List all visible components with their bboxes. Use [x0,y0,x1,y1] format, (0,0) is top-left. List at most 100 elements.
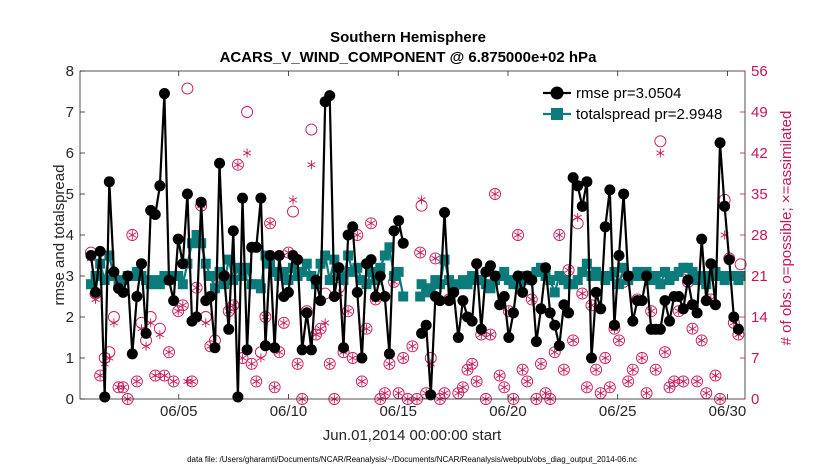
totalspread-marker [581,258,592,269]
rmse-marker [471,258,483,270]
obs-possible-marker [603,381,616,394]
totalspread-marker [370,275,381,286]
rmse-marker [282,286,294,298]
obs-assimilated-marker [578,289,587,299]
obs-assimilated-marker [536,359,546,369]
rmse-marker [122,270,134,282]
obs-assimilated-marker [670,376,679,386]
totalspread-marker [99,275,110,286]
rmse-marker [659,295,671,307]
rmse-marker [439,206,451,218]
obs-possible-marker [342,305,355,318]
rmse-marker [347,221,359,233]
totalspread-marker [186,238,197,249]
rmse-marker [342,229,354,241]
obs-assimilated-marker [380,388,389,398]
totalspread-marker [415,291,426,302]
obs-assimilated-marker [151,371,160,381]
obs-possible-marker [498,381,511,394]
rmse-marker [218,270,230,282]
rmse-marker [374,270,386,282]
rmse-marker [452,332,464,343]
obs-assimilated-marker [628,365,637,375]
obs-possible-marker [130,375,143,388]
obs-assimilated-marker [288,195,298,205]
rmse-marker [379,291,391,302]
obs-possible-marker [456,381,469,394]
rmse-marker [158,88,170,100]
rmse-marker [204,291,216,302]
obs-possible-marker [677,375,690,388]
rmse-marker [181,188,193,200]
obs-possible-marker [599,352,612,364]
obs-assimilated-marker [711,371,720,381]
obs-possible-marker [355,375,368,388]
legend-rmse-label: rmse pr=3.0504 [576,85,681,102]
totalspread-marker [306,271,317,281]
rmse-marker [714,137,726,149]
obs-possible-marker [470,375,483,388]
totalspread-marker [439,254,450,265]
rmse-marker [599,221,611,233]
obs-assimilated-marker [325,359,334,369]
obs-possible-marker [658,346,671,359]
totalspread-marker [196,238,207,249]
legend-rmse-marker [550,86,564,100]
x-tick-label: 06/15 [379,403,417,420]
rmse-marker [677,303,689,315]
obs-assimilated-marker [141,341,151,351]
x-tick-label: 06/10 [270,403,308,420]
rmse-marker [457,295,469,307]
rmse-marker [108,266,120,278]
totalspread-marker [650,271,661,281]
rmse-marker [654,323,666,335]
obs-possible-marker [112,381,125,394]
obs-assimilated-marker [399,353,408,363]
rmse-marker [214,157,226,169]
obs-assimilated-marker [316,324,325,334]
rmse-marker [420,319,432,331]
obs-assimilated-marker [265,218,275,228]
rmse-marker [301,307,313,319]
obs-possible-marker [622,375,635,388]
obs-assimilated-marker [523,376,532,386]
totalspread-marker [324,275,335,286]
obs-assimilated-marker [495,371,504,381]
obs-possible-marker [397,352,410,364]
obs-assimilated-marker [270,382,279,392]
rmse-marker [103,176,115,188]
obs-assimilated-marker [692,376,702,386]
rmse-marker [397,237,409,249]
obs-assimilated-marker [431,253,440,263]
rmse-marker [517,286,529,298]
rmse-marker [434,295,446,307]
obs-assimilated-marker [118,382,128,392]
totalspread-marker [191,230,202,240]
rmse-marker [691,307,703,319]
y-tick-label: 3 [66,268,74,285]
obs-possible-marker [414,246,427,259]
rmse-marker [351,286,363,298]
rmse-marker [356,352,368,364]
totalspread-marker [154,279,165,290]
totalspread-marker [214,266,225,277]
rmse-marker [443,295,455,307]
obs-assimilated-marker [564,265,573,275]
rmse-marker [241,344,253,356]
rmse-marker [333,262,345,274]
rmse-marker [324,90,336,102]
totalspread-marker [320,250,331,261]
obs-assimilated-marker [518,365,527,375]
obs-assimilated-marker [472,376,481,386]
obs-possible-marker [277,316,290,329]
y2-tick-label: 56 [751,63,768,80]
rmse-marker [117,286,129,298]
totalspread-marker [696,271,707,281]
obs-assimilated-marker [242,148,252,158]
obs-assimilated-marker [454,388,463,398]
totalspread-marker [398,291,409,302]
rmse-marker [315,295,327,307]
totalspread-marker [338,275,349,286]
obs-assimilated-marker [660,347,670,357]
obs-assimilated-marker [187,376,197,386]
